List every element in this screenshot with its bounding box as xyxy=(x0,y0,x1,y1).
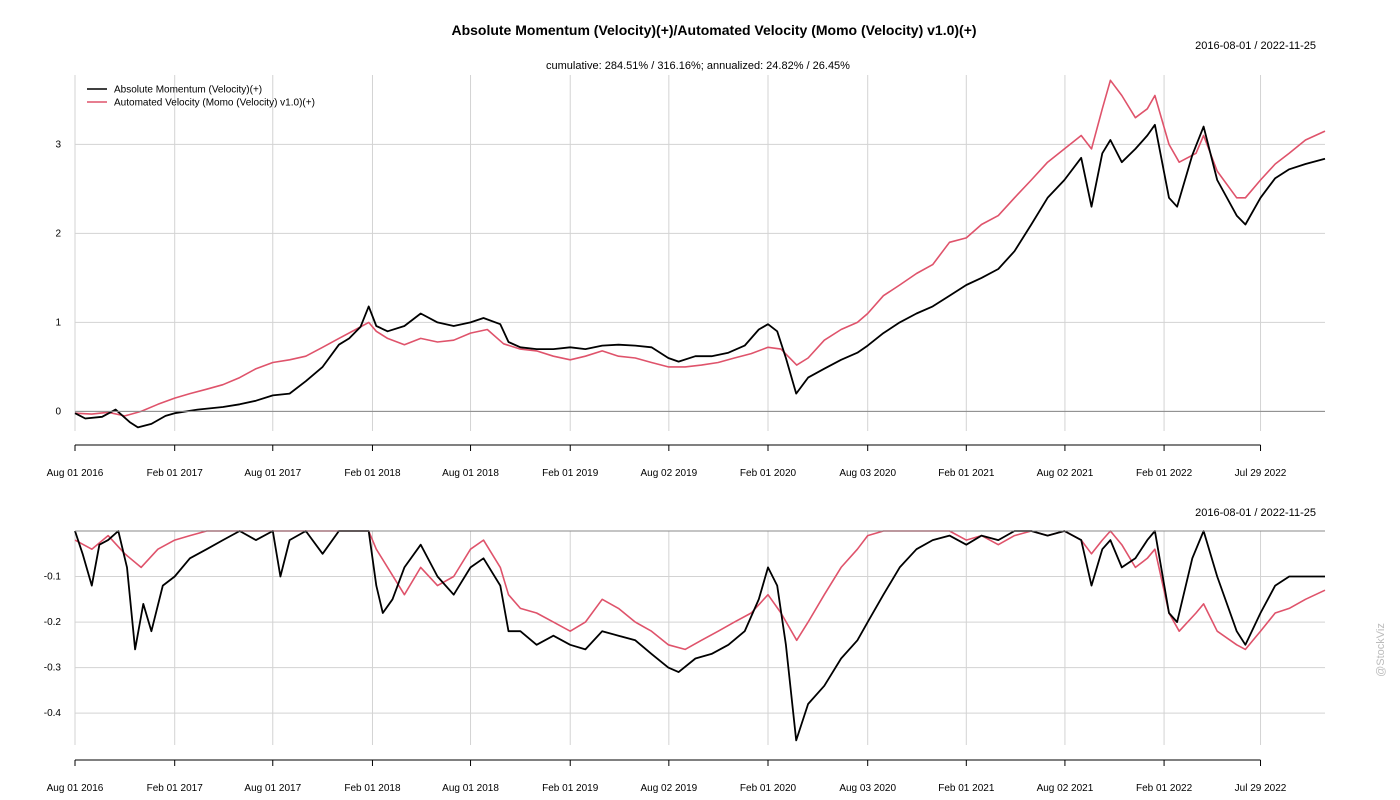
x-tick-label: Jul 29 2022 xyxy=(1235,783,1287,794)
y-tick-label: -0.1 xyxy=(44,572,62,583)
series-line-absolute-momentum xyxy=(74,530,1325,742)
drawdown-panel: -0.1 -0.2 -0.3 -0.4 Aug 01 2016 Feb 01 2017 Au… xyxy=(44,530,1326,794)
x-tick-label: Aug 01 2018 xyxy=(442,783,499,794)
x-tick-label: Aug 01 2016 xyxy=(47,468,104,479)
x-tick-label: Feb 01 2019 xyxy=(542,468,599,479)
x-tick-label: Aug 02 2021 xyxy=(1037,783,1094,794)
x-tick-label: Aug 02 2019 xyxy=(640,468,697,479)
legend-entry: Automated Velocity (Momo (Velocity) v1.0… xyxy=(114,98,315,109)
x-tick-label: Feb 01 2022 xyxy=(1136,468,1193,479)
series-line-automated-velocity xyxy=(74,530,1326,651)
x-tick-label: Feb 01 2018 xyxy=(344,783,401,794)
x-tick-label: Feb 01 2021 xyxy=(938,783,995,794)
x-tick-label: Feb 01 2020 xyxy=(740,468,797,479)
x-tick-label: Aug 01 2017 xyxy=(244,468,301,479)
x-tick-label: Feb 01 2020 xyxy=(740,783,797,794)
x-tick-label: Aug 01 2018 xyxy=(442,468,499,479)
chart-subtitle: cumulative: 284.51% / 316.16%; annualize… xyxy=(546,60,850,72)
cumulative-return-panel: 0 1 2 3 Aug 01 2016 Feb 01 2017 Aug 01 2017 Feb… xyxy=(47,75,1326,479)
top-panel-date-range: 2016-08-01 / 2022-11-25 xyxy=(1195,40,1316,52)
y-tick-label: -0.4 xyxy=(44,708,62,719)
x-tick-label: Feb 01 2021 xyxy=(938,468,995,479)
x-tick-label: Aug 03 2020 xyxy=(839,468,896,479)
chart-title: Absolute Momentum (Velocity)(+)/Automate… xyxy=(451,22,976,38)
y-tick-label: 2 xyxy=(55,228,61,239)
y-tick-label: 0 xyxy=(55,406,61,417)
x-tick-label: Feb 01 2018 xyxy=(344,468,401,479)
x-tick-label: Aug 01 2017 xyxy=(244,783,301,794)
x-tick-label: Feb 01 2019 xyxy=(542,783,599,794)
legend-entry: Absolute Momentum (Velocity)(+) xyxy=(114,85,262,96)
x-tick-label: Aug 03 2020 xyxy=(839,783,896,794)
x-tick-label: Feb 01 2017 xyxy=(147,783,204,794)
x-tick-label: Aug 02 2021 xyxy=(1037,468,1094,479)
x-tick-label: Aug 02 2019 xyxy=(640,783,697,794)
x-tick-label: Feb 01 2017 xyxy=(147,468,204,479)
legend: Absolute Momentum (Velocity)(+) Automated… xyxy=(87,85,315,109)
y-tick-label: 1 xyxy=(55,317,61,328)
y-tick-label: 3 xyxy=(55,139,61,150)
watermark: @StockViz xyxy=(1375,623,1387,677)
series-line-absolute-momentum xyxy=(74,123,1326,429)
x-tick-label: Feb 01 2022 xyxy=(1136,783,1193,794)
y-tick-label: -0.3 xyxy=(44,663,62,674)
x-tick-label: Jul 29 2022 xyxy=(1235,468,1287,479)
series-line-automated-velocity xyxy=(74,79,1326,417)
y-tick-label: -0.2 xyxy=(44,617,62,628)
bottom-panel-date-range: 2016-08-01 / 2022-11-25 xyxy=(1195,507,1316,519)
x-tick-label: Aug 01 2016 xyxy=(47,783,104,794)
